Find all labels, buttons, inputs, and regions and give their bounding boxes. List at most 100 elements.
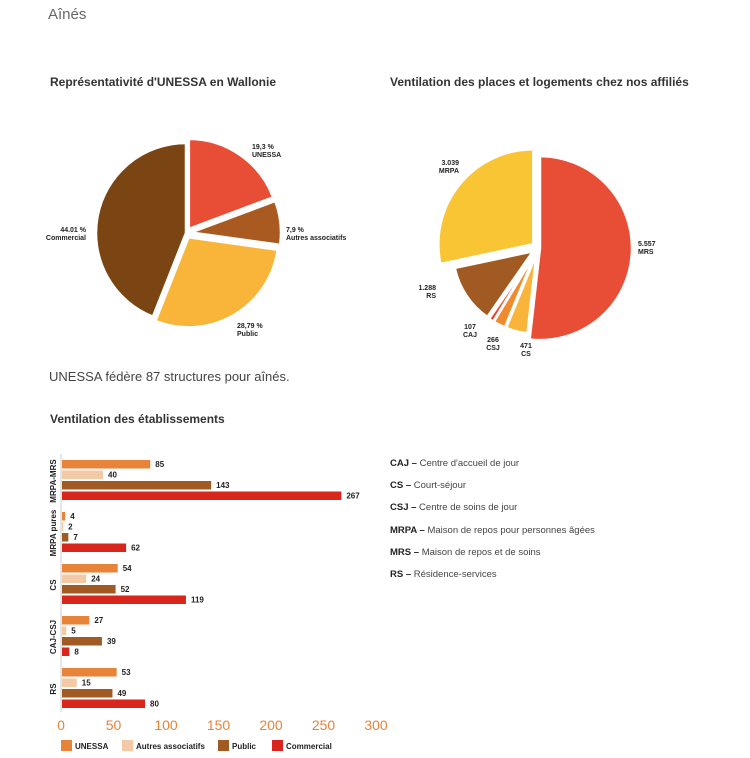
glossary-item: MRS – Maison de repos et de soins	[390, 546, 541, 558]
pie2-slice-mrpa	[437, 147, 535, 266]
pie2-category-label: MRS	[638, 249, 654, 256]
glossary-item: CSJ – Centre de soins de jour	[390, 502, 518, 514]
bar-value-label: 80	[150, 700, 159, 709]
summary-text: UNESSA fédère 87 structures pour aînés.	[49, 369, 290, 384]
bar-value-label: 15	[82, 679, 91, 688]
pie2-category-label: CS	[521, 351, 531, 358]
bar-value-label: 267	[346, 492, 360, 501]
category-label: CAJ-CSJ	[49, 620, 58, 654]
category-label: RS	[49, 683, 58, 695]
glossary-item: CAJ – Centre d'accueil de jour	[390, 458, 520, 469]
pie1-value-label: 44.01 %	[60, 227, 86, 234]
pie2-slice-caj	[487, 252, 536, 324]
glossary-desc: Maison de repos et de soins	[421, 546, 541, 558]
glossary-abbr: CAJ	[390, 458, 410, 469]
pie1-value-label: 7,9 %	[286, 227, 305, 234]
legend-label: UNESSA	[75, 742, 109, 751]
bar-value-label: 4	[70, 512, 75, 521]
legend-swatch-commercial	[272, 740, 283, 751]
bar-rs-autres-associatifs	[62, 678, 77, 687]
glossary-desc: Centre de soins de jour	[419, 502, 518, 514]
bar-cs-public	[62, 585, 116, 594]
bar-chart-title: Ventilation des établissements	[50, 412, 225, 426]
x-tick-label: 250	[312, 717, 336, 733]
bar-mrpa-pures-public	[62, 533, 69, 542]
bar-mrpa-pures-autres-associatifs	[62, 522, 64, 531]
pie2-category-label: RS	[426, 293, 436, 300]
pie1-value-label: 19,3 %	[252, 144, 275, 151]
pie2-slice-mrs	[528, 154, 634, 342]
bar-mrpa-mrs-autres-associatifs	[62, 470, 103, 479]
pie2-value-label: 5.557	[638, 241, 656, 248]
bar-caj-csj-autres-associatifs	[62, 626, 67, 635]
bar-value-label: 7	[73, 533, 78, 542]
bar-value-label: 85	[155, 460, 164, 469]
legend-label: Autres associatifs	[136, 742, 205, 751]
legend-label: Public	[232, 742, 257, 751]
pie1-slice-public	[153, 235, 280, 329]
glossary-item: CS – Court-séjour	[390, 480, 467, 492]
bar-mrpa-mrs-unessa	[62, 460, 151, 469]
x-tick-label: 300	[364, 717, 388, 733]
category-label: MRPA pures	[49, 509, 58, 556]
glossary-desc: Court-séjour	[413, 480, 467, 492]
bar-cs-commercial	[62, 595, 186, 604]
bar-value-label: 40	[108, 471, 117, 480]
glossary-desc: Maison de repos pour personnes âgées	[427, 524, 595, 536]
bar-mrpa-mrs-public	[62, 481, 212, 490]
pie1-chart: 19,3 %UNESSA 7,9 %Autres associatifs 28,79…	[46, 137, 346, 338]
bar-value-label: 53	[122, 668, 131, 677]
legend-swatch-unessa	[61, 740, 72, 751]
category-label: MRPA-MRS	[49, 459, 58, 503]
bar-caj-csj-public	[62, 637, 102, 646]
bar-rs-commercial	[62, 699, 145, 708]
bar-value-label: 39	[107, 637, 116, 646]
glossary-abbr: CSJ	[390, 502, 409, 514]
pie1-title: Représentativité d'UNESSA en Wallonie	[50, 75, 277, 89]
pie1-category-label: Public	[237, 331, 258, 338]
bar-caj-csj-commercial	[62, 647, 70, 656]
glossary-abbr: CS	[390, 480, 404, 492]
bar-rs-public	[62, 689, 113, 698]
bar-rs-unessa	[62, 668, 117, 677]
bar-mrpa-pures-unessa	[62, 512, 66, 521]
bar-value-label: 62	[131, 544, 140, 553]
legend-swatch-autres-associatifs	[122, 740, 133, 751]
bar-value-label: 5	[71, 627, 76, 636]
glossary-abbr: RS	[390, 568, 404, 580]
pie1-value-label: 28,79 %	[237, 323, 263, 330]
legend-label: Commercial	[286, 742, 332, 751]
bar-mrpa-pures-commercial	[62, 543, 127, 552]
bar-value-label: 24	[91, 575, 100, 584]
bar-value-label: 49	[117, 689, 126, 698]
glossary-abbr: MRPA	[390, 524, 417, 536]
legend-swatch-public	[218, 740, 229, 751]
pie2-category-label: CSJ	[486, 345, 500, 352]
bar-value-label: 54	[123, 564, 132, 573]
glossary-item: MRPA – Maison de repos pour personnes âg…	[390, 524, 595, 536]
pie2-value-label: 107	[464, 324, 476, 331]
x-tick-label: 200	[259, 717, 283, 733]
pie1-slice-autres-associatifs	[190, 199, 283, 247]
x-tick-label: 100	[154, 717, 178, 733]
category-label: CS	[49, 579, 58, 591]
pie2-category-label: MRPA	[439, 168, 459, 175]
pie2-title: Ventilation des places et logements chez…	[390, 75, 689, 89]
bar-value-label: 8	[74, 648, 79, 657]
bar-caj-csj-unessa	[62, 616, 90, 625]
pie1-category-label: Commercial	[46, 235, 86, 242]
bar-value-label: 119	[191, 596, 204, 605]
pie1-category-label: UNESSA	[252, 152, 281, 159]
pie2-value-label: 471	[520, 343, 532, 350]
x-tick-label: 50	[106, 717, 122, 733]
bar-value-label: 2	[68, 523, 73, 532]
pie1-slice-commercial	[94, 141, 188, 319]
pie2-value-label: 3.039	[441, 160, 459, 167]
pie1-slice-unessa	[187, 137, 275, 231]
glossary-desc: Résidence-services	[413, 568, 497, 580]
x-tick-label: 150	[207, 717, 231, 733]
pie2-category-label: CAJ	[463, 332, 477, 339]
glossary-desc: Centre d'accueil de jour	[419, 458, 520, 469]
